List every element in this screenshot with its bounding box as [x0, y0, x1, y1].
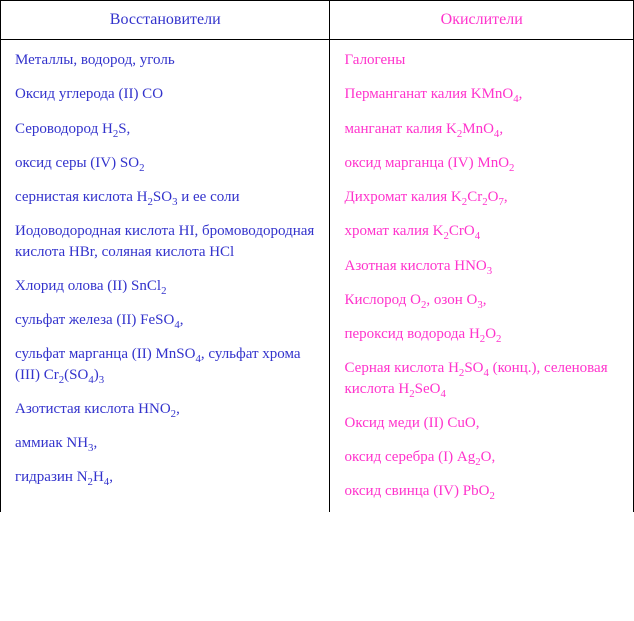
chem-item: сульфат железа (II) FeSO4,	[15, 310, 315, 330]
subscript: 2	[59, 374, 64, 386]
chem-item: Иодоводородная кислота HI, бромоводородн…	[15, 221, 315, 262]
subscript: 4	[195, 353, 200, 365]
subscript: 2	[457, 128, 462, 140]
reducers-cell: Металлы, водород, уголь Оксид углерода (I…	[1, 40, 330, 512]
chem-item: Хлорид олова (II) SnCl2	[15, 276, 315, 296]
oxidizers-cell: Галогены Перманганат калия KMnO4, манганат…	[330, 40, 634, 512]
chem-item: сульфат марганца (II) MnSO4, сульфат хро…	[15, 344, 315, 385]
chem-item: Дихромат калия K2Cr2O7,	[344, 187, 619, 207]
subscript: 3	[99, 374, 104, 386]
header-reducers: Восстановители	[1, 1, 330, 39]
subscript: 2	[148, 196, 153, 208]
chem-item: оксид свинца (IV) PbO2	[344, 481, 619, 501]
chem-item: Перманганат калия KMnO4,	[344, 84, 619, 104]
subscript: 4	[174, 319, 179, 331]
subscript: 2	[462, 196, 467, 208]
subscript: 3	[172, 196, 177, 208]
subscript: 4	[104, 476, 109, 488]
subscript: 2	[496, 333, 501, 345]
chem-item: хромат калия K2CrO4	[344, 221, 619, 241]
table-body-row: Металлы, водород, уголь Оксид углерода (I…	[1, 40, 634, 512]
chem-item: оксид марганца (IV) MnO2	[344, 153, 619, 173]
chem-item: Азотистая кислота HNO2,	[15, 399, 315, 419]
table-header-row: Восстановители Окислители	[1, 1, 634, 40]
header-oxidizers: Окислители	[330, 1, 634, 39]
subscript: 4	[484, 367, 489, 379]
subscript: 2	[459, 367, 464, 379]
chem-item: Азотная кислота HNO3	[344, 256, 619, 276]
chem-item: Кислород O2, озон O3,	[344, 290, 619, 310]
subscript: 2	[475, 456, 480, 468]
chem-item: аммиак NH3,	[15, 433, 315, 453]
subscript: 3	[487, 265, 492, 277]
subscript: 3	[88, 442, 93, 454]
chem-item: сернистая кислота H2SO3 и ее соли	[15, 187, 315, 207]
chem-item: Металлы, водород, уголь	[15, 50, 315, 70]
chem-item: Серная кислота H2SO4 (конц.), селеновая …	[344, 358, 619, 399]
chem-item: пероксид водорода H2O2	[344, 324, 619, 344]
subscript: 4	[440, 388, 445, 400]
subscript: 2	[161, 285, 166, 297]
subscript: 2	[444, 230, 449, 242]
subscript: 2	[480, 333, 485, 345]
subscript: 4	[494, 128, 499, 140]
chem-item: оксид серы (IV) SO2	[15, 153, 315, 173]
redox-table: Восстановители Окислители Металлы, водор…	[0, 0, 634, 512]
subscript: 4	[513, 93, 518, 105]
chem-item: Оксид углерода (II) CO	[15, 84, 315, 104]
chem-item: гидразин N2H4,	[15, 467, 315, 487]
subscript: 2	[409, 388, 414, 400]
subscript: 2	[113, 128, 118, 140]
subscript: 4	[475, 230, 480, 242]
subscript: 3	[477, 299, 482, 311]
chem-item: Галогены	[344, 50, 619, 70]
subscript: 2	[421, 299, 426, 311]
chem-item: оксид серебра (I) Ag2O,	[344, 447, 619, 467]
subscript: 2	[489, 490, 494, 502]
chem-item: Сероводород H2S,	[15, 119, 315, 139]
subscript: 2	[509, 162, 514, 174]
subscript: 2	[139, 162, 144, 174]
subscript: 2	[482, 196, 487, 208]
chem-item: Оксид меди (II) CuO,	[344, 413, 619, 433]
chem-item: манганат калия K2MnO4,	[344, 119, 619, 139]
subscript: 2	[88, 476, 93, 488]
subscript: 4	[88, 374, 93, 386]
subscript: 7	[498, 196, 503, 208]
subscript: 2	[171, 408, 176, 420]
